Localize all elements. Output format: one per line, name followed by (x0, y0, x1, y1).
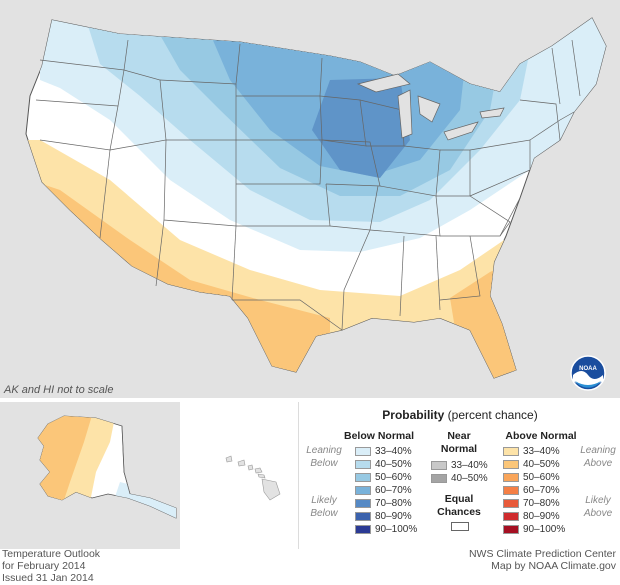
above-normal-swatch (503, 459, 519, 469)
below-normal-legend-row: 40–50% (355, 458, 412, 470)
near-normal-legend-row: 33–40% (431, 459, 488, 471)
noaa-logo-text: NOAA (579, 366, 597, 372)
below-normal-swatch-label: 80–90% (375, 510, 412, 522)
above-normal-swatch (503, 498, 519, 508)
caption-line3: Issued 31 Jan 2014 (2, 572, 94, 584)
below-normal-swatch-label: 40–50% (375, 458, 412, 470)
below-normal-legend-row: 33–40% (355, 445, 412, 457)
below-normal-swatch-label: 33–40% (375, 445, 412, 457)
near-normal-heading: Near Normal (429, 430, 489, 456)
above-normal-legend-row: 70–80% (503, 497, 560, 509)
conus-map-graphic (25, 17, 607, 379)
below-normal-swatch (355, 459, 371, 469)
above-normal-heading: Above Normal (505, 430, 577, 442)
leaning-above-label: Leaning Above (575, 444, 620, 470)
hawaii-map (225, 455, 281, 501)
likely-below-label: Likely Below (301, 494, 347, 520)
below-normal-swatch (355, 472, 371, 482)
caption-line2: for February 2014 (2, 560, 86, 572)
above-normal-swatch (503, 485, 519, 495)
alaska-map (37, 415, 177, 519)
equal-chances-swatch (451, 522, 469, 531)
above-normal-swatch-label: 90–100% (523, 523, 566, 535)
outlook-caption: Temperature Outlook for February 2014 Is… (2, 548, 100, 584)
leaning-below-line1: Leaning (306, 445, 342, 456)
above-normal-swatch (503, 472, 519, 482)
near-normal-line1: Near (447, 430, 471, 442)
near-normal-swatch (431, 460, 447, 470)
above-normal-swatch-label: 50–60% (523, 471, 560, 483)
below-normal-swatch-label: 70–80% (375, 497, 412, 509)
near-normal-swatch-label: 40–50% (451, 472, 488, 484)
likely-above-label: Likely Above (575, 494, 620, 520)
likely-above-line1: Likely (585, 495, 611, 506)
above-normal-swatch (503, 446, 519, 456)
above-normal-legend-row: 60–70% (503, 484, 560, 496)
likely-above-line2: Above (583, 508, 613, 519)
equal-chances-line2: Chances (437, 506, 481, 518)
legend-title: Probability (percent chance) (299, 408, 620, 422)
above-normal-swatch (503, 524, 519, 534)
likely-below-line2: Below (310, 508, 338, 519)
below-normal-swatch (355, 485, 371, 495)
below-normal-swatch (355, 498, 371, 508)
hawaii-inset (184, 402, 294, 549)
near-normal-swatch (431, 473, 447, 483)
below-normal-legend-row: 90–100% (355, 523, 417, 535)
alaska-inset (0, 402, 180, 549)
near-normal-line2: Normal (440, 443, 478, 455)
probability-legend: Probability (percent chance) Below Norma… (298, 402, 620, 549)
above-normal-legend-row: 90–100% (503, 523, 565, 535)
credit-caption: NWS Climate Prediction Center Map by NOA… (469, 548, 616, 572)
above-normal-swatch-label: 70–80% (523, 497, 560, 509)
above-normal-legend-row: 40–50% (503, 458, 560, 470)
below-normal-swatch (355, 446, 371, 456)
below-normal-swatch-label: 50–60% (375, 471, 412, 483)
credit-line2: Map by NOAA Climate.gov (491, 560, 616, 572)
above-normal-swatch-label: 33–40% (523, 445, 560, 457)
leaning-above-line1: Leaning (580, 445, 616, 456)
above-normal-swatch-label: 80–90% (523, 510, 560, 522)
below-normal-swatch-label: 90–100% (375, 523, 418, 535)
leaning-below-line2: Below (310, 458, 338, 469)
scale-note: AK and HI not to scale (4, 384, 114, 396)
legend-title-sub: (percent chance) (447, 408, 538, 422)
above-normal-legend-row: 33–40% (503, 445, 560, 457)
above-normal-legend-row: 80–90% (503, 510, 560, 522)
above-normal-swatch (503, 511, 519, 521)
caption-line1: Temperature Outlook (2, 548, 101, 560)
below-normal-swatch (355, 511, 371, 521)
above-normal-legend-row: 50–60% (503, 471, 560, 483)
great-lakes (356, 73, 505, 141)
above-normal-swatch-label: 60–70% (523, 484, 560, 496)
below-normal-legend-row: 70–80% (355, 497, 412, 509)
leaning-below-label: Leaning Below (301, 444, 347, 470)
conus-map: AK and HI not to scale NOAA (0, 0, 620, 398)
below-normal-legend-row: 50–60% (355, 471, 412, 483)
equal-chances-heading: Equal Chances (429, 493, 489, 519)
above-normal-swatch-label: 40–50% (523, 458, 560, 470)
equal-chances-line1: Equal (444, 493, 474, 505)
leaning-above-line2: Above (583, 458, 613, 469)
credit-line1: NWS Climate Prediction Center (468, 548, 616, 560)
below-normal-legend-row: 60–70% (355, 484, 412, 496)
below-normal-heading: Below Normal (343, 430, 414, 442)
below-normal-legend-row: 80–90% (355, 510, 412, 522)
below-normal-swatch (355, 524, 371, 534)
state-borders (35, 39, 581, 331)
noaa-logo: NOAA (570, 355, 606, 391)
legend-title-main: Probability (382, 408, 445, 422)
below-normal-swatch-label: 60–70% (375, 484, 412, 496)
near-normal-swatch-label: 33–40% (451, 459, 488, 471)
near-normal-legend-row: 40–50% (431, 472, 488, 484)
below-70-80-region (312, 78, 410, 178)
likely-below-line1: Likely (311, 495, 337, 506)
